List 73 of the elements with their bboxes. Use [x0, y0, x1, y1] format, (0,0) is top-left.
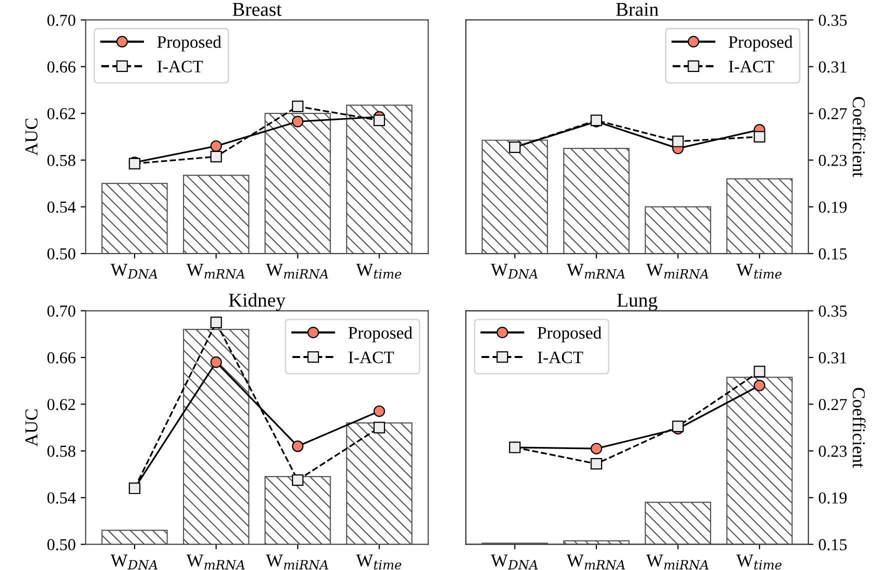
legend-label: Proposed	[157, 36, 222, 52]
x-tick-label: W$_{DNA}$	[110, 264, 158, 279]
y2-tick-label: 0.31	[818, 352, 846, 364]
x-tick-label: W$_{time}$	[736, 554, 782, 570]
y-tick-label: 0.58	[47, 154, 76, 166]
x-tick-label: W$_{miRNA}$	[266, 264, 328, 279]
point	[672, 136, 684, 148]
point	[210, 140, 222, 152]
x-tick-label: W$_{miRNA}$	[266, 554, 328, 570]
y2-tick-label: 0.35	[818, 305, 847, 317]
chart-title: Lung	[617, 294, 658, 311]
y-tick-label: 0.50	[47, 539, 76, 550]
point	[210, 316, 222, 328]
x-tick-label: W$_{miRNA}$	[646, 554, 708, 570]
legend-label: Proposed	[348, 326, 412, 342]
chart-title: Kidney	[228, 293, 286, 311]
y-tick-label: 0.70	[47, 14, 76, 26]
x-tick-label: W$_{mRNA}$	[566, 554, 625, 570]
y2-tick-label: 0.19	[818, 492, 847, 504]
point	[754, 130, 766, 143]
legend-label: I-ACT	[728, 60, 774, 72]
legend-label: Proposed	[538, 326, 602, 342]
y2-tick-label: 0.31	[818, 61, 846, 73]
legend-label: I-ACT	[157, 60, 203, 72]
chart-title: Brain	[616, 2, 658, 16]
y-axis-title: AUC	[25, 118, 38, 156]
y-tick-label: 0.66	[47, 61, 76, 73]
x-tick-label: W$_{miRNA}$	[646, 264, 708, 279]
y-tick-label: 0.50	[47, 248, 76, 260]
x-tick-label: W$_{mRNA}$	[566, 264, 625, 279]
x-tick-label: W$_{DNA}$	[490, 264, 538, 279]
legend-label: Proposed	[728, 36, 793, 52]
y-tick-label: 0.62	[47, 398, 76, 410]
x-tick-label: W$_{mRNA}$	[186, 264, 245, 279]
point	[292, 116, 304, 128]
x-tick-label: W$_{DNA}$	[110, 554, 158, 570]
x-tick-label: W$_{mRNA}$	[186, 554, 245, 570]
y2-tick-label: 0.15	[818, 539, 847, 550]
y-tick-label: 0.70	[47, 305, 76, 317]
point	[292, 474, 304, 486]
x-tick-label: W$_{time}$	[356, 554, 402, 570]
point	[590, 442, 602, 454]
y-tick-label: 0.66	[47, 352, 76, 364]
y2-tick-label: 0.19	[818, 202, 847, 213]
y2-tick-label: 0.23	[818, 446, 847, 457]
point	[292, 440, 304, 452]
y2-axis-title: Coefficient	[852, 97, 866, 178]
y2-tick-label: 0.27	[818, 108, 847, 120]
y-axis-title: AUC	[25, 409, 38, 446]
point	[590, 458, 602, 470]
legend-label: I-ACT	[348, 352, 394, 364]
y2-tick-label: 0.15	[818, 248, 847, 260]
x-tick-label: W$_{time}$	[736, 264, 782, 279]
y-tick-label: 0.58	[47, 446, 76, 457]
y2-tick-label: 0.35	[818, 14, 847, 26]
legend-label: I-ACT	[538, 352, 584, 364]
y-tick-label: 0.54	[47, 202, 76, 213]
point	[210, 356, 222, 368]
chart-title: Breast	[232, 3, 282, 16]
point	[754, 380, 766, 392]
point	[292, 100, 304, 112]
y-tick-label: 0.54	[47, 492, 76, 504]
point	[374, 114, 386, 126]
x-tick-label: W$_{time}$	[356, 264, 402, 279]
y-tick-label: 0.62	[47, 108, 76, 120]
x-tick-label: W$_{DNA}$	[490, 554, 538, 570]
point	[374, 422, 386, 434]
y2-axis-title: Coefficient	[852, 388, 866, 468]
y2-tick-label: 0.27	[818, 398, 847, 410]
point	[754, 366, 766, 378]
point	[210, 150, 222, 162]
y2-tick-label: 0.23	[818, 154, 847, 166]
point	[374, 405, 386, 417]
